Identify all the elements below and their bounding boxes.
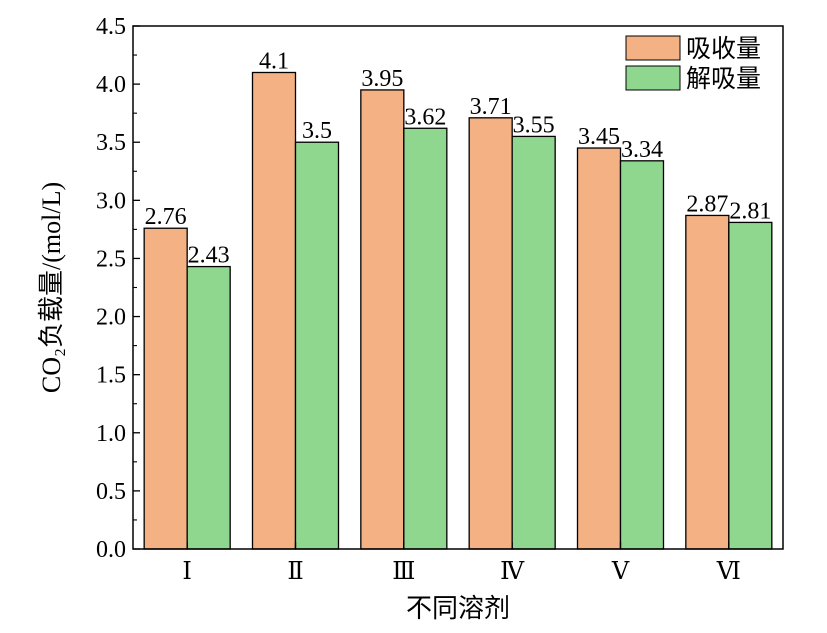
y-tick-label: 4.5 [96, 14, 126, 40]
bar-desorption-1 [186, 265, 231, 550]
y-tick-label: 3.0 [96, 188, 126, 214]
y-tick-label: 2.5 [96, 246, 126, 272]
bar-desorption-6 [728, 221, 773, 550]
bar-absorption-5 [576, 147, 622, 550]
data-label-desorption-4: 3.55 [513, 112, 555, 138]
data-label-absorption-5: 3.45 [578, 124, 620, 150]
y-tick-label: 4.0 [96, 72, 126, 98]
y-tick-label: 3.5 [96, 130, 126, 156]
y-tick-label: 1.0 [96, 421, 126, 447]
bar-absorption-4 [468, 117, 513, 550]
x-tick-label: Ⅳ [500, 559, 525, 585]
x-tick-label: Ⅲ [392, 559, 415, 585]
bar-absorption-3 [360, 89, 405, 550]
legend-swatch-absorption [625, 35, 681, 61]
bar-desorption-4 [511, 135, 556, 550]
legend-label-desorption: 解吸量 [686, 65, 761, 93]
data-label-desorption-1: 2.43 [188, 243, 230, 269]
legend-label-absorption: 吸收量 [686, 35, 761, 63]
x-axis: Ⅰ Ⅱ Ⅲ Ⅳ Ⅴ Ⅵ [182, 542, 741, 585]
data-label-desorption-2: 3.5 [302, 118, 332, 144]
legend-swatch-desorption [625, 65, 681, 91]
bar-absorption-6 [685, 214, 730, 550]
bar-desorption-2 [294, 141, 340, 550]
data-labels-layer: 2.76 4.1 3.95 3.71 3.45 2.87 2.43 3.5 3.62 3.55 3.… [145, 48, 772, 268]
bar-absorption-2 [251, 71, 297, 550]
data-label-desorption-3: 3.62 [404, 104, 446, 130]
y-tick-label: 0.0 [96, 537, 126, 563]
data-label-absorption-2: 4.1 [259, 48, 289, 74]
y-axis-title: CO₂负载量/(mol/L) [37, 182, 66, 393]
data-label-absorption-3: 3.95 [361, 66, 403, 92]
data-label-absorption-6: 2.87 [686, 191, 728, 217]
legend: 吸收量 解吸量 [625, 35, 761, 93]
x-tick-label: Ⅱ [287, 559, 303, 585]
x-tick-label: Ⅰ [182, 559, 191, 585]
bar-absorption-1 [143, 227, 188, 550]
data-label-desorption-5: 3.34 [621, 137, 663, 163]
x-tick-label: Ⅵ [716, 559, 741, 585]
y-tick-label: 2.0 [96, 305, 126, 331]
data-label-absorption-4: 3.71 [470, 94, 512, 120]
y-axis: 0.0 0.5 1.0 1.5 2.0 2.5 3.0 3.5 4.0 4.5 [96, 14, 140, 563]
x-tick-label: Ⅴ [611, 559, 630, 585]
data-label-desorption-6: 2.81 [729, 198, 771, 224]
bars-layer [143, 71, 773, 550]
y-tick-label: 1.5 [96, 363, 126, 389]
y-tick-label: 0.5 [96, 479, 126, 505]
data-label-absorption-1: 2.76 [145, 204, 187, 230]
bar-desorption-3 [403, 127, 448, 550]
x-axis-title: 不同溶剂 [406, 594, 510, 623]
bar-desorption-5 [619, 160, 665, 550]
